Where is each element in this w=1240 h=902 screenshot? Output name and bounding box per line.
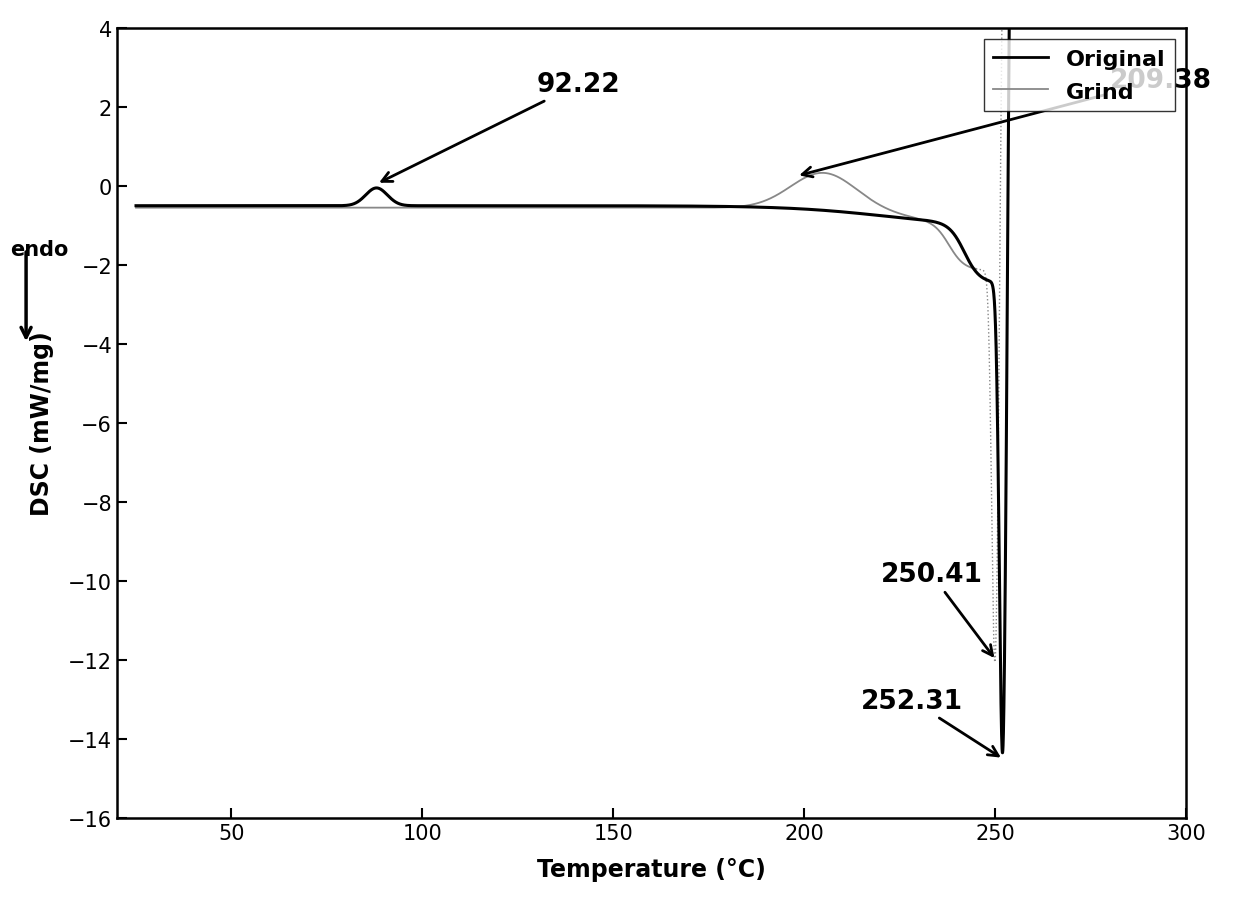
Original <box>887 212 901 223</box>
Original <box>836 207 851 218</box>
Text: 250.41: 250.41 <box>880 562 992 656</box>
Original <box>474 201 489 212</box>
Original <box>994 748 1009 759</box>
Grind <box>129 203 144 214</box>
Grind <box>294 203 309 214</box>
Grind <box>815 169 830 179</box>
Original <box>176 201 191 212</box>
Legend: Original, Grind: Original, Grind <box>985 40 1174 112</box>
X-axis label: Temperature (°C): Temperature (°C) <box>537 857 766 881</box>
Original <box>693 201 708 212</box>
Text: endo: endo <box>10 240 68 260</box>
Grind <box>129 203 144 214</box>
Grind <box>565 203 580 214</box>
Grind <box>968 264 983 275</box>
Line: Grind: Grind <box>136 174 976 270</box>
Text: 92.22: 92.22 <box>382 72 620 182</box>
Grind <box>557 203 572 214</box>
Line: Original: Original <box>136 0 1090 753</box>
Grind <box>456 203 471 214</box>
Grind <box>162 203 177 214</box>
Text: 209.38: 209.38 <box>802 68 1211 178</box>
Y-axis label: DSC (mW/mg): DSC (mW/mg) <box>30 331 55 516</box>
Original <box>735 202 750 213</box>
Original <box>129 201 144 212</box>
Text: 252.31: 252.31 <box>862 688 998 756</box>
